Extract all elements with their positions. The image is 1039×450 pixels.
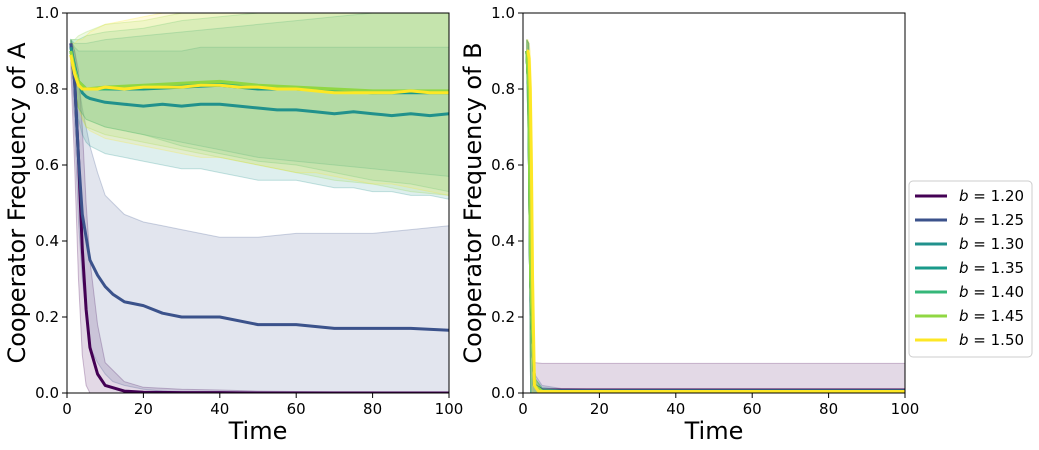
x-tick-label: 100 (891, 400, 920, 418)
x-axis-title: Time (228, 417, 288, 445)
legend-value: = 1.50 (969, 331, 1025, 349)
band-1.20 (526, 39, 905, 393)
x-tick-label: 20 (590, 400, 609, 418)
x-tick-label: 60 (287, 400, 306, 418)
legend-label: b = 1.45 (959, 307, 1024, 325)
band-1.45 (70, 13, 449, 196)
y-tick-label: 0.2 (491, 308, 515, 326)
band-1.45 (526, 39, 905, 393)
legend-variable: b (959, 307, 969, 325)
band-1.50 (70, 13, 449, 196)
legend-label: b = 1.40 (959, 283, 1024, 301)
panel-cooperator-a: 0 20 40 60 80 100 0.0 0.2 0.4 0.6 0.8 1.0 Time Cooper… (3, 4, 463, 445)
plot-area (69, 13, 449, 393)
band-1.50 (526, 39, 905, 393)
band-1.30 (70, 39, 449, 200)
y-tick-label: 1.0 (35, 4, 59, 22)
y-tick-label: 0.6 (491, 156, 515, 174)
x-tick-label: 40 (666, 400, 685, 418)
legend: b = 1.20b = 1.25b = 1.30b = 1.35b = 1.40… (908, 180, 1033, 358)
band-1.40 (526, 39, 905, 393)
band-1.20 (70, 39, 449, 393)
y-tick-label: 0.8 (491, 80, 515, 98)
series-line-1.35 (525, 50, 905, 393)
x-tick-label: 100 (435, 400, 464, 418)
legend-value: = 1.30 (969, 235, 1025, 253)
y-tick-label: 0.2 (35, 308, 59, 326)
band-1.35 (70, 13, 449, 177)
x-tick-label: 40 (210, 400, 229, 418)
legend-value: = 1.35 (969, 259, 1025, 277)
series-line-1.20 (69, 43, 449, 393)
series-line-1.50 (526, 49, 905, 393)
series-line-1.20 (525, 50, 905, 392)
x-tick-label: 80 (819, 400, 838, 418)
series-line-1.45 (69, 50, 449, 93)
legend-variable: b (959, 211, 969, 229)
legend-value: = 1.20 (969, 187, 1025, 205)
legend-label: b = 1.20 (959, 187, 1024, 205)
x-axis-title: Time (684, 417, 744, 445)
band-1.25 (70, 39, 449, 393)
y-tick-label: 0.0 (35, 384, 59, 402)
legend-label: b = 1.30 (959, 235, 1024, 253)
axes-frame (522, 12, 906, 394)
y-axis-title: Cooperator Frequency of B (459, 42, 487, 363)
series-line-1.40 (525, 50, 905, 393)
legend-value: = 1.45 (969, 307, 1025, 325)
legend-label: b = 1.25 (959, 211, 1024, 229)
legend-value: = 1.40 (969, 283, 1025, 301)
legend-label: b = 1.50 (959, 331, 1024, 349)
x-tick-label: 0 (518, 400, 528, 418)
legend-variable: b (959, 259, 969, 277)
legend-variable: b (959, 283, 969, 301)
band-1.30 (526, 39, 905, 393)
band-1.40 (70, 13, 449, 193)
legend-variable: b (959, 331, 969, 349)
series-line-1.25 (525, 50, 905, 393)
y-tick-label: 0.8 (35, 80, 59, 98)
legend-box (908, 180, 1033, 358)
x-tick-label: 20 (134, 400, 153, 418)
y-tick-label: 0.0 (491, 384, 515, 402)
y-tick-label: 0.4 (491, 232, 515, 250)
series-line-1.30 (525, 50, 905, 393)
series-line-1.45 (525, 50, 905, 393)
plot-area (525, 39, 905, 393)
y-tick-label: 1.0 (491, 4, 515, 22)
y-tick-label: 0.6 (35, 156, 59, 174)
legend-value: = 1.25 (969, 211, 1025, 229)
band-1.25 (526, 39, 905, 393)
series-line-1.25 (69, 43, 449, 332)
series-line-1.30 (69, 46, 449, 118)
panel-cooperator-b: 0 20 40 60 80 100 0.0 0.2 0.4 0.6 0.8 1.0 Time Cooper… (459, 4, 919, 445)
legend-variable: b (959, 235, 969, 253)
x-tick-label: 60 (743, 400, 762, 418)
y-tick-label: 0.4 (35, 232, 59, 250)
x-tick-label: 0 (62, 400, 72, 418)
legend-label: b = 1.35 (959, 259, 1024, 277)
legend-variable: b (959, 187, 969, 205)
y-axis-title: Cooperator Frequency of A (3, 42, 31, 364)
x-tick-label: 80 (363, 400, 382, 418)
series-line-1.50 (69, 54, 449, 95)
axes-frame (66, 12, 450, 394)
band-1.35 (526, 39, 905, 393)
